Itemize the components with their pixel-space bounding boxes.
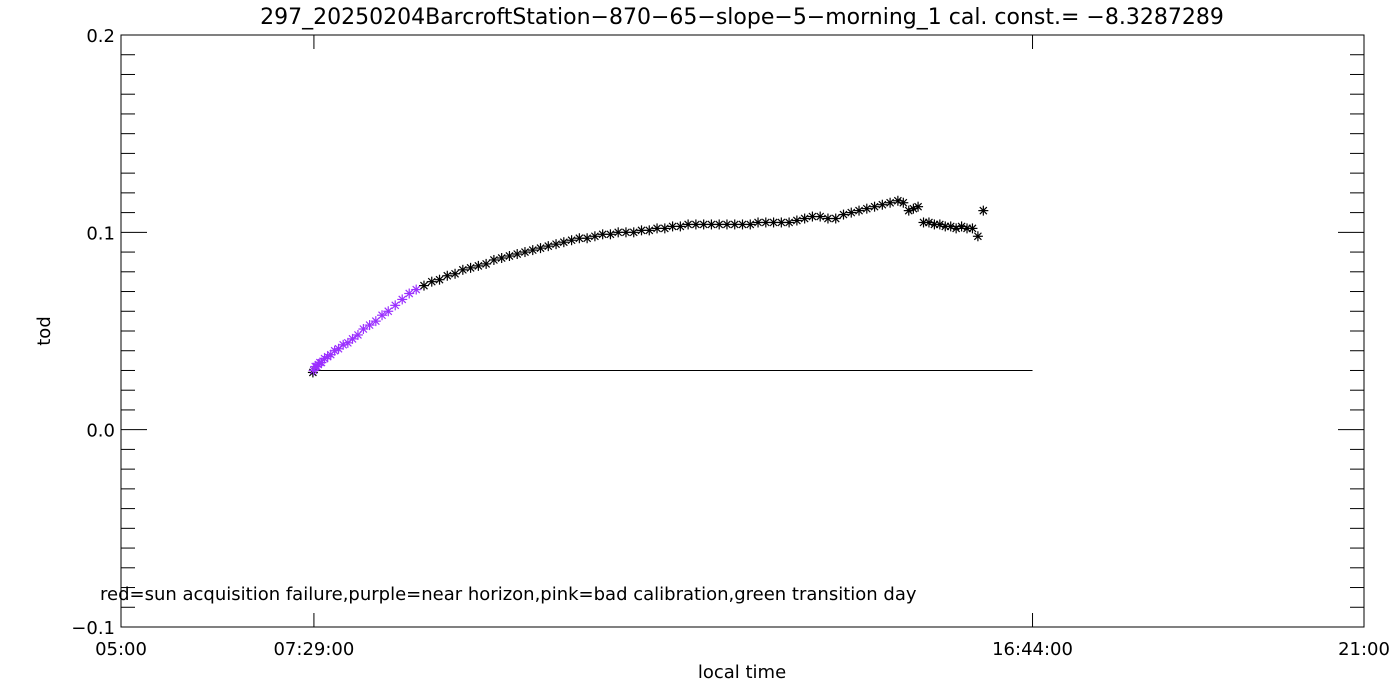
data-point (418, 280, 429, 291)
data-point (854, 205, 865, 216)
data-point (488, 254, 499, 265)
data-point (582, 233, 593, 244)
data-point (364, 320, 375, 331)
data-point (543, 241, 554, 252)
chart-title: 297_20250204BarcroftStation−870−65−slope… (260, 5, 1224, 30)
data-point (473, 260, 484, 271)
data-point (426, 276, 437, 287)
data-point (784, 217, 795, 228)
plot-frame (120, 34, 1365, 628)
data-point (877, 199, 888, 210)
data-point (434, 274, 445, 285)
data-point (442, 270, 453, 281)
data-point (333, 343, 344, 354)
data-point (838, 209, 849, 220)
data-point (869, 201, 880, 212)
data-point (721, 219, 732, 230)
data-point (566, 235, 577, 246)
axis-ticks (120, 34, 1365, 628)
data-point (519, 247, 530, 258)
data-point (885, 197, 896, 208)
data-point (628, 227, 639, 238)
data-point (791, 215, 802, 226)
data-point (898, 197, 909, 208)
data-point (830, 213, 841, 224)
y-tick-label: 0.0 (86, 421, 115, 442)
data-point (383, 306, 394, 317)
legend-note: red=sun acquisition failure,purple=near … (100, 584, 917, 605)
data-point (551, 239, 562, 250)
data-point (815, 211, 826, 222)
data-point (450, 268, 461, 279)
data-point (978, 205, 989, 216)
data-point (504, 251, 515, 262)
data-point (397, 294, 408, 305)
data-point (558, 237, 569, 248)
y-axis-label: tod (34, 316, 55, 346)
data-points (307, 195, 989, 378)
data-point (613, 227, 624, 238)
data-point (411, 284, 422, 295)
data-point (358, 324, 369, 335)
data-point (390, 300, 401, 311)
data-point (745, 219, 756, 230)
x-tick-label: 05:00 (95, 639, 147, 660)
data-point (370, 316, 381, 327)
data-point (347, 333, 358, 344)
x-tick-label: 16:44:00 (992, 639, 1073, 660)
data-point (675, 221, 686, 232)
y-tick-label: −0.1 (71, 618, 115, 639)
data-point (799, 213, 810, 224)
tick-labels: −0.1 0.0 0.1 0.2 05:00 07:29:00 16:44:00 21:00 (71, 26, 1390, 660)
data-point (481, 258, 492, 269)
data-point (659, 223, 670, 234)
data-point (377, 310, 388, 321)
y-tick-label: 0.1 (86, 223, 115, 244)
data-point (967, 223, 978, 234)
data-point (913, 201, 924, 212)
data-point (644, 225, 655, 236)
x-axis-label: local time (698, 662, 786, 683)
data-point (535, 243, 546, 254)
data-point (972, 231, 983, 242)
data-point (683, 219, 694, 230)
data-point (465, 262, 476, 273)
data-point (861, 203, 872, 214)
data-point (667, 221, 678, 232)
y-tick-label: 0.2 (86, 26, 115, 47)
data-point (342, 337, 353, 348)
data-point (605, 229, 616, 240)
data-point (404, 288, 415, 299)
data-point (589, 231, 600, 242)
data-point (846, 207, 857, 218)
x-tick-label: 21:00 (1338, 639, 1390, 660)
data-point (737, 219, 748, 230)
data-point (512, 249, 523, 260)
data-point (352, 329, 363, 340)
data-point (457, 264, 468, 275)
data-point (496, 252, 507, 263)
data-point (527, 245, 538, 256)
x-tick-label: 07:29:00 (273, 639, 354, 660)
